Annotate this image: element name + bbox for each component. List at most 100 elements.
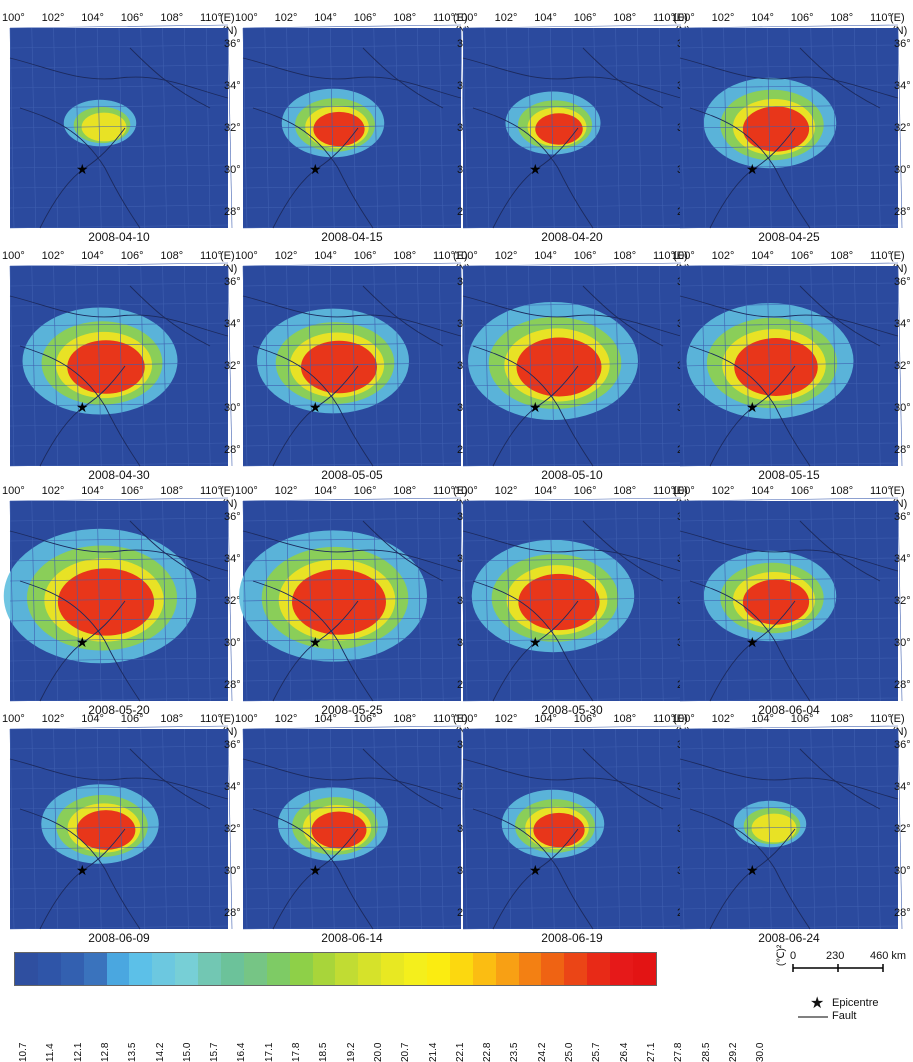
graticule-line — [264, 27, 270, 229]
latitude-tick: 28° — [224, 679, 241, 691]
graticule-line — [679, 302, 899, 307]
epicentre-star-icon: ★ — [76, 161, 89, 177]
epicentre-star-icon: ★ — [309, 862, 322, 878]
latitude-tick: 34° — [224, 318, 241, 330]
graticule-line — [242, 557, 462, 562]
graticule-line — [395, 500, 400, 702]
latitude-tick: 30° — [894, 402, 911, 414]
map-panel: 100°102°104°106°108°110°(E)(N)★36°34°32°… — [672, 485, 911, 725]
longitude-axis-label: (E) — [453, 485, 468, 497]
graticule-line — [9, 342, 229, 347]
graticule-line — [9, 865, 229, 870]
map-panel: 100°102°104°106°108°110°(E)(N)★36°34°32°… — [2, 12, 241, 252]
epicentre-star-icon: ★ — [746, 634, 759, 650]
longitude-tick: 100° — [455, 250, 478, 262]
longitude-tick: 110° — [870, 713, 892, 725]
longitude-tick: 106° — [353, 485, 377, 497]
graticule-line — [875, 27, 881, 229]
graticule-line — [9, 617, 229, 622]
graticule-line — [9, 302, 229, 307]
graticule-line — [9, 84, 229, 89]
anomaly-contour — [516, 337, 602, 397]
graticule-line — [242, 342, 462, 347]
graticule-line — [549, 500, 555, 702]
longitude-tick: 108° — [830, 12, 854, 24]
graticule-line — [679, 677, 899, 682]
colorbar-cell — [266, 953, 290, 985]
colorbar-unit: (℃)² — [776, 944, 787, 966]
map-panel: 100°102°104°106°108°110°(E)(N)★36°34°32°… — [672, 713, 911, 953]
colorbar-tick: 25.0 — [564, 1042, 575, 1062]
colorbar-tick: 30.0 — [755, 1042, 767, 1062]
graticule-line — [9, 725, 229, 730]
heat-map: ★ — [9, 725, 233, 930]
graticule-line — [810, 265, 816, 467]
fault-line — [39, 828, 126, 930]
longitude-axis-label: (E) — [220, 250, 235, 262]
heat-map: ★ — [3, 497, 233, 702]
graticule-line — [31, 27, 37, 229]
latitude-tick: 32° — [224, 360, 241, 372]
latitude-tick: 34° — [894, 553, 911, 565]
graticule-line — [462, 164, 682, 169]
panel-date: 2008-04-30 — [88, 468, 150, 482]
graticule-line — [351, 27, 357, 229]
graticule-line — [242, 204, 462, 209]
graticule-line — [766, 265, 772, 467]
colorbar-tick: 17.8 — [291, 1042, 302, 1062]
graticule-line — [242, 104, 462, 109]
graticule-line — [462, 925, 682, 930]
panel-date: 2008-06-24 — [758, 931, 820, 945]
graticule-line — [351, 500, 357, 702]
colorbar-tick: 15.0 — [181, 1042, 193, 1062]
graticule-line — [810, 500, 816, 702]
graticule-line — [766, 27, 772, 229]
graticule-line — [329, 500, 335, 702]
graticule-line — [242, 677, 462, 682]
graticule-line — [679, 865, 899, 870]
graticule-line — [162, 728, 167, 930]
heat-map: ★ — [679, 497, 903, 702]
panel-date: 2008-05-25 — [321, 703, 383, 717]
graticule-line — [679, 597, 899, 602]
epicentre-star-icon: ★ — [529, 161, 542, 177]
graticule-line — [9, 925, 229, 930]
map-panel: 100°102°104°106°108°110°(E)(N)★36°34°32°… — [235, 485, 474, 725]
fault-line — [582, 47, 664, 109]
graticule-line — [242, 517, 462, 522]
fault-line — [492, 828, 579, 930]
graticule-line — [329, 265, 335, 467]
graticule-line — [9, 204, 229, 209]
scale-label-460: 460 km — [870, 950, 907, 962]
latitude-tick: 36° — [224, 511, 241, 523]
epicentre-star-icon: ★ — [76, 399, 89, 415]
graticule-line — [395, 27, 400, 229]
anomaly-contour — [533, 812, 585, 848]
colorbar-tick: 15.7 — [209, 1042, 221, 1062]
fault-line — [19, 107, 141, 229]
longitude-tick: 106° — [573, 485, 597, 497]
longitude-tick: 100° — [2, 12, 25, 24]
graticule-line — [242, 577, 462, 582]
graticule-line — [679, 885, 899, 890]
graticule-line — [9, 322, 229, 327]
graticule-line — [9, 577, 229, 582]
graticule-line — [53, 265, 58, 467]
longitude-tick: 102° — [711, 12, 735, 24]
colorbar-cell — [60, 953, 84, 985]
longitude-tick: 106° — [790, 485, 814, 497]
graticule-line — [528, 27, 533, 229]
scale-label-0: 0 — [790, 950, 797, 962]
graticule-line — [242, 865, 462, 870]
latitude-tick: 30° — [224, 402, 241, 414]
epicentre-star-icon: ★ — [746, 862, 759, 878]
graticule-line — [679, 765, 899, 770]
longitude-tick: 110° — [200, 485, 222, 497]
longitude-tick: 108° — [393, 485, 417, 497]
longitude-tick: 108° — [613, 250, 637, 262]
latitude-tick: 36° — [224, 276, 241, 288]
fault-line — [799, 47, 881, 109]
graticule-line — [242, 362, 462, 367]
fault-line — [9, 758, 229, 800]
colorbar-cell — [198, 953, 222, 985]
